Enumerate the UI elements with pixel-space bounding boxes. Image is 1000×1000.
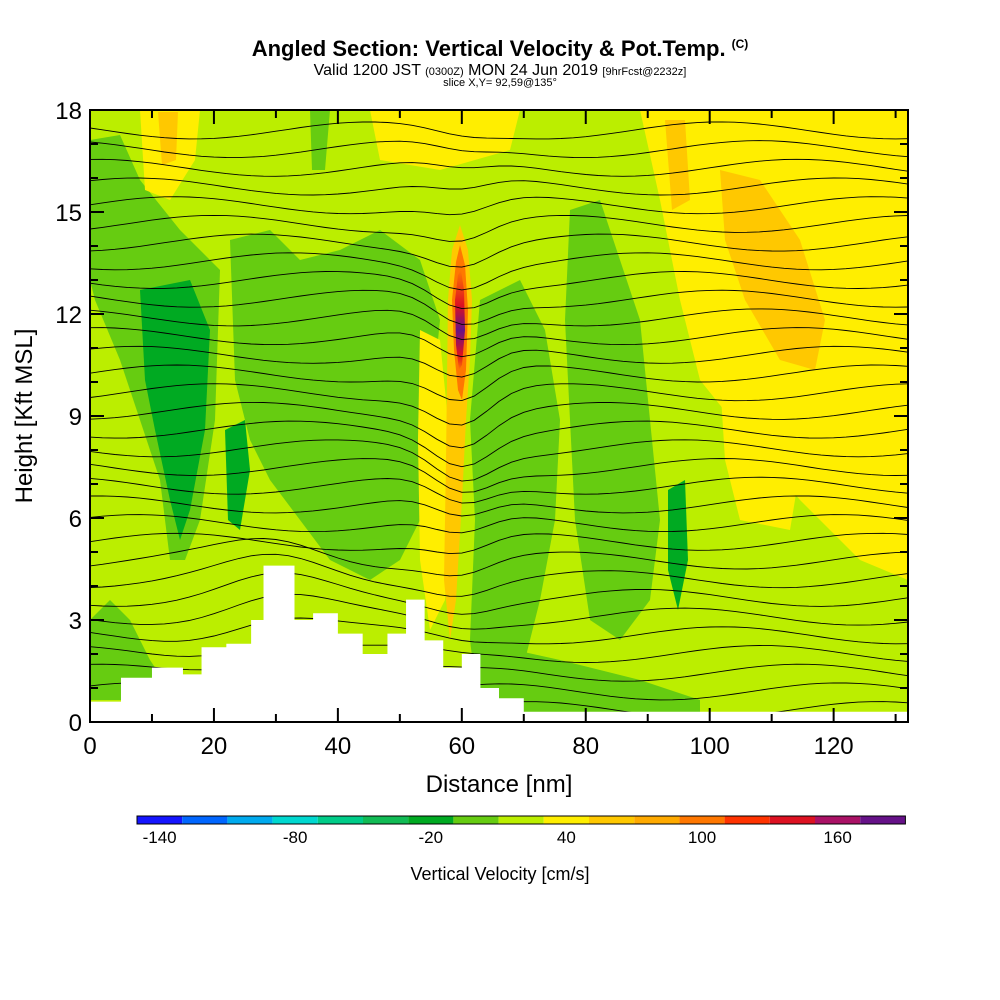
chart-title: Angled Section: Vertical Velocity & Pot.… [0,36,1000,62]
isentrope-line [90,214,908,242]
field-sink-mid [470,280,560,700]
colorbar-swatch [182,816,228,824]
colorbar-swatch [543,816,589,824]
colorbar-tick-label: -20 [418,828,444,847]
colorbar-swatch [453,816,499,824]
x-axis-label: Distance [nm] [426,771,573,798]
slice-label: slice X,Y= 92,59@135° [443,77,557,89]
y-tick-label: 9 [69,404,82,431]
colorbar-swatch [634,816,680,824]
isentrope-line [90,383,908,426]
colorbar-swatch [589,816,635,824]
isentrope-line [90,196,908,216]
isentrope-line [90,345,908,378]
isentrope-line [90,495,908,517]
colorbar-swatch [137,816,183,824]
chart-subtitle: Valid 1200 JST (0300Z) MON 24 Jun 2019 [… [0,62,1000,80]
x-tick-label: 20 [201,733,228,760]
colorbar [136,815,906,825]
isentrope-line [90,553,908,597]
field-sink-right [565,200,660,640]
isentrope-line [90,121,908,140]
isentrope-line [90,593,908,630]
isentrope-line [90,401,908,449]
field-rise-right-top [665,120,690,210]
y-tick-label: 6 [69,506,82,533]
isentrope-line [90,572,908,615]
chart-title-main: Angled Section: Vertical Velocity & Pot.… [251,36,726,61]
colorbar-swatch [317,816,363,824]
colorbar-tick-label: -80 [282,828,308,847]
field-sink-center [230,230,440,580]
valid-prefix: Valid 1200 JST [313,62,421,79]
colorbar-swatch [679,816,725,824]
colorbar-swatch [408,816,454,824]
field-rise-left-of-core [418,330,450,630]
isentrope-line [90,289,908,325]
valid-date: MON 24 Jun 2019 [468,62,598,79]
isentrope-line [90,252,908,291]
colorbar-title: Vertical Velocity [cm/s] [410,864,590,884]
isentrope-line [90,476,908,504]
plot-area [90,110,908,722]
isentrope-line [90,514,908,534]
colorbar-swatch [227,816,273,824]
colorbar-swatch [860,816,906,824]
y-axis-label: Height [Kft MSL] [11,329,38,504]
colorbar-tick-label: 100 [687,828,717,847]
colorbar-swatch [363,816,409,824]
colorbar-swatch [769,816,815,824]
field-sink-patch [225,420,250,530]
isentrope-line [90,364,908,402]
colorbar-swatch [272,816,318,824]
colorbar-tick-label: -140 [142,828,177,847]
isentrope-line [90,308,908,341]
isentrope-line [90,140,908,159]
x-ticks: 0 20 40 60 80 100 120 [83,110,897,760]
valid-utc: (0300Z) [425,66,464,78]
colorbar-swatch [724,816,770,824]
colorbar-tick-label: 40 [556,828,576,847]
isentrope-line [90,538,908,577]
y-tick-label: 18 [55,98,82,125]
isentrope-line [90,420,908,468]
isentrope-line [90,271,908,310]
x-tick-label: 80 [572,733,599,760]
y-tick-label: 3 [69,608,82,635]
colorbar-tick-label: 160 [823,828,852,847]
isentrope-line [90,327,908,358]
field-sink-top [310,110,330,170]
chart-title-suffix: (C) [731,36,749,51]
x-tick-label: 0 [83,733,96,760]
isentrope-line [90,177,908,196]
x-tick-label: 100 [690,733,730,760]
isentrope-line [90,532,908,555]
y-tick-label: 12 [55,302,82,329]
colorbar-swatch [498,816,544,824]
x-tick-label: 60 [448,733,475,760]
isentrope-line [90,439,908,482]
isentrope-line [90,617,908,645]
field-rise-right-core [720,170,825,370]
x-tick-label: 40 [325,733,352,760]
colorbar-swatch [815,816,861,824]
terrain [90,565,908,722]
updraft-core [455,270,465,370]
y-ticks: 0 3 6 9 12 15 18 [55,98,908,737]
colorbar-frame [136,815,906,825]
y-tick-label: 0 [69,710,82,737]
y-tick-label: 15 [55,200,82,227]
isentrope-line [90,233,908,268]
isentrope-line [90,458,908,493]
forecast-tag: [9hrFcst@2232z] [602,66,687,78]
x-tick-label: 120 [814,733,854,760]
isentrope-line [90,158,908,177]
field-sink-low-left [90,600,170,700]
